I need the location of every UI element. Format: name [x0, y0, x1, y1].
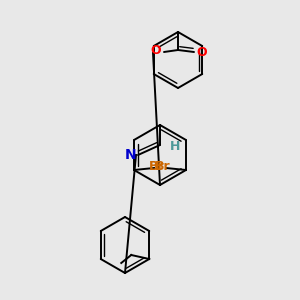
Text: Br: Br — [149, 160, 165, 173]
Text: O: O — [196, 46, 207, 59]
Text: H: H — [170, 140, 180, 154]
Text: N: N — [124, 148, 136, 162]
Text: Br: Br — [155, 160, 171, 173]
Text: O: O — [150, 44, 161, 58]
